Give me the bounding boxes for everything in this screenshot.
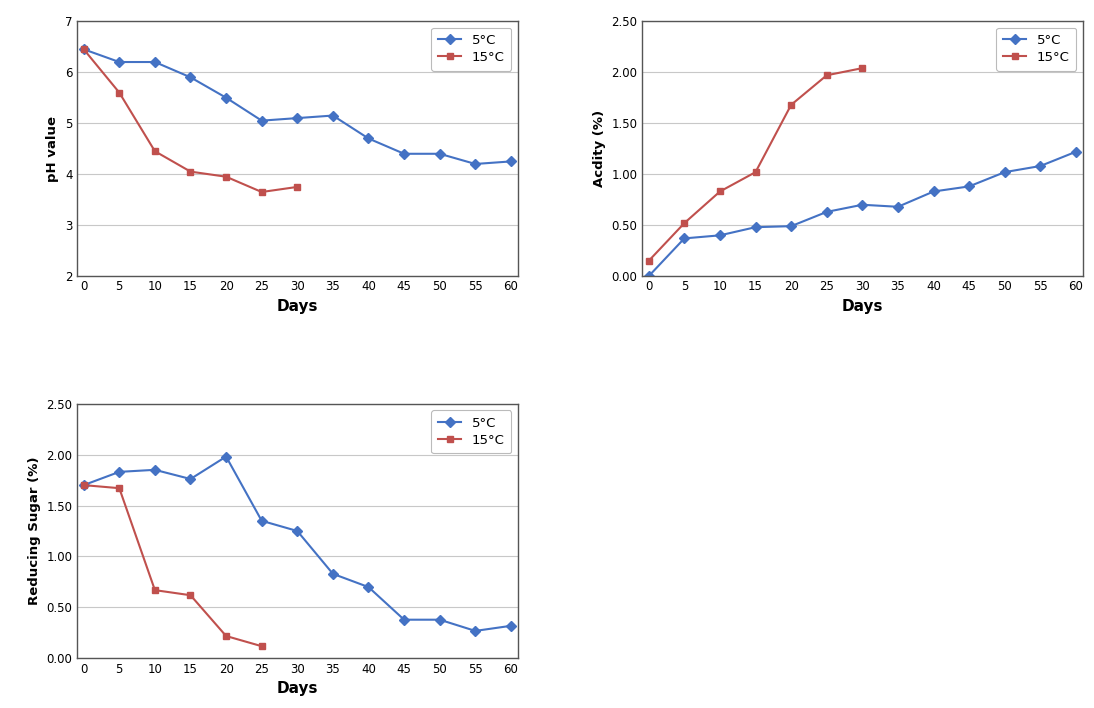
5°C [963,182,976,190]
15°C [678,219,691,227]
15°C [291,183,304,191]
15°C [820,71,834,79]
15°C [856,64,869,72]
15°C [220,173,233,181]
5°C [326,111,339,120]
15°C [255,642,268,651]
5°C [820,207,834,216]
5°C [892,202,905,211]
5°C [291,527,304,535]
5°C [291,114,304,122]
Y-axis label: Reducing Sugar (%): Reducing Sugar (%) [27,457,40,605]
5°C [784,222,798,230]
5°C [362,135,375,143]
15°C [255,188,268,196]
15°C [749,168,763,176]
5°C [397,149,410,158]
5°C [78,481,91,489]
5°C [255,116,268,125]
15°C [78,481,91,489]
15°C [149,147,162,156]
Line: 15°C: 15°C [80,46,301,195]
Line: 15°C: 15°C [80,481,265,650]
Legend: 5°C, 15°C: 5°C, 15°C [431,28,511,71]
5°C [184,73,197,81]
Line: 5°C: 5°C [80,46,514,168]
5°C [927,187,940,195]
5°C [78,45,91,54]
5°C [326,569,339,578]
5°C [504,622,517,630]
5°C [468,160,481,169]
5°C [678,234,691,243]
5°C [362,583,375,591]
Y-axis label: pH value: pH value [46,115,59,182]
5°C [1034,161,1047,170]
5°C [713,231,726,239]
X-axis label: Days: Days [841,299,883,314]
15°C [784,101,798,109]
5°C [220,452,233,461]
5°C [749,223,763,232]
15°C [78,45,91,54]
5°C [397,615,410,624]
X-axis label: Days: Days [277,681,318,696]
15°C [220,632,233,640]
5°C [642,272,655,280]
15°C [184,167,197,176]
5°C [184,475,197,484]
15°C [642,256,655,265]
5°C [149,58,162,67]
Line: 5°C: 5°C [80,453,514,634]
5°C [998,168,1011,176]
15°C [184,591,197,600]
5°C [255,517,268,525]
5°C [113,58,126,67]
5°C [856,200,869,209]
5°C [149,466,162,474]
15°C [113,88,126,97]
Y-axis label: Acdity (%): Acdity (%) [593,110,606,187]
15°C [713,187,726,195]
5°C [113,467,126,476]
15°C [113,484,126,493]
Line: 5°C: 5°C [645,148,1080,280]
5°C [468,627,481,635]
5°C [433,149,446,158]
X-axis label: Days: Days [277,299,318,314]
5°C [504,157,517,166]
Line: 15°C: 15°C [645,64,865,264]
5°C [1069,147,1082,156]
Legend: 5°C, 15°C: 5°C, 15°C [997,28,1076,71]
15°C [149,586,162,595]
5°C [220,93,233,102]
5°C [433,615,446,624]
Legend: 5°C, 15°C: 5°C, 15°C [431,410,511,453]
